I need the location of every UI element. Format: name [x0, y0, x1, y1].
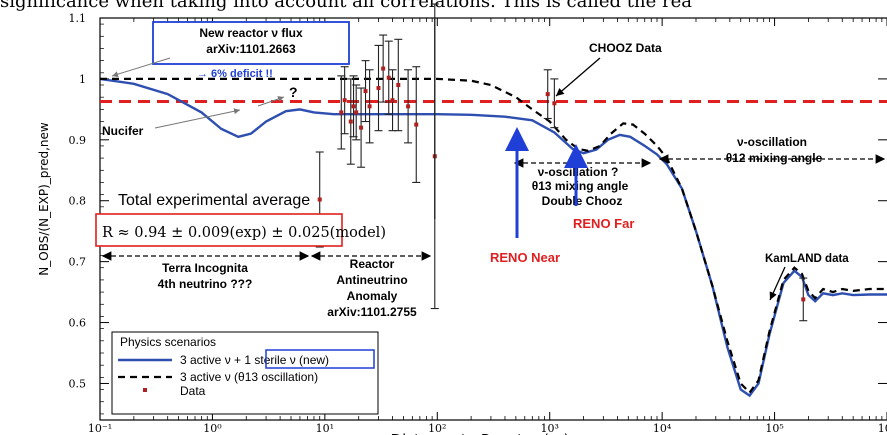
data-point	[545, 92, 550, 97]
raa-line2: Antineutrino	[336, 273, 407, 287]
data-point	[414, 122, 419, 127]
legend-swatch-data	[143, 388, 147, 392]
kamland-label: KamLAND data	[765, 253, 849, 265]
x-tick-label: 10⁶	[878, 422, 887, 435]
data-point	[363, 89, 368, 94]
reno-near-label: RENO Near	[490, 250, 560, 265]
question-mark: ?	[289, 84, 298, 100]
x-tick-label: 10⁵	[765, 422, 783, 435]
kamland-arrow	[769, 266, 786, 301]
sterile-neutrino-curve	[99, 77, 887, 398]
data-point	[396, 83, 401, 87]
data-point	[801, 297, 806, 302]
nucifer-label: Nucifer	[102, 124, 144, 138]
data-point	[406, 104, 411, 109]
theta13-line1: ν-oscillation ?	[538, 165, 619, 179]
legend-box	[111, 331, 379, 415]
data-point	[339, 110, 344, 115]
theta13-line3: Double Chooz	[542, 194, 623, 208]
x-tick-label: 10⁰	[203, 422, 222, 435]
legend-title: Physics scenarios	[120, 335, 216, 349]
nucifer-arrow	[154, 108, 241, 129]
x-tick-label: 10²	[428, 422, 446, 435]
data-point	[359, 125, 364, 130]
legend-entry-theta13: 3 active ν (θ13 oscillation)	[180, 370, 318, 384]
data-point	[390, 98, 395, 103]
r-formula: R ≈ 0.94 ± 0.009(exp) ± 0.025(model)	[102, 225, 386, 241]
legend-entry-sterile: 3 active ν + 1 sterile ν (new)	[180, 353, 329, 367]
top-caption: significance when taking into account al…	[0, 0, 692, 12]
x-tick-label: 10¹	[316, 422, 334, 435]
terra-line2: 4th neutrino ???	[158, 277, 253, 291]
data-point	[381, 66, 386, 71]
terra-line1: Terra Incognita	[162, 261, 248, 275]
y-tick-label: 0.9	[69, 134, 87, 147]
y-tick-label: 1.1	[69, 12, 87, 25]
chooz-arrow	[555, 57, 601, 97]
raa-line3: Anomaly	[347, 289, 398, 303]
data-point	[376, 86, 381, 91]
legend-sterile-highlight	[265, 349, 375, 369]
y-axis-label: N_OBS/(N_EXP)_pred,new	[37, 122, 51, 276]
question-arrow	[257, 96, 285, 107]
reno-far-label: RENO Far	[573, 216, 634, 231]
theta13-line2: θ13 mixing angle	[532, 179, 629, 193]
legend-entry-data: Data	[180, 384, 206, 398]
y-tick-label: 0.7	[69, 256, 87, 269]
data-point	[552, 101, 557, 106]
x-axis-label: Distance to Reactor (m)	[391, 431, 570, 435]
data-point	[351, 104, 356, 109]
y-tick-label: 0.8	[69, 195, 87, 208]
flux-box-line2: arXiv:1101.2663	[206, 42, 296, 56]
deficit-note: → 6% deficit !!	[197, 68, 273, 80]
raa-line1: Reactor	[350, 257, 395, 271]
data-point	[367, 104, 372, 109]
r-formula-box	[95, 213, 343, 247]
theta12-line1: ν-oscillation	[737, 135, 807, 149]
total-average-label: Total experimental average	[118, 192, 310, 209]
y-tick-label: 0.6	[69, 317, 87, 330]
y-tick-label: 1	[79, 73, 86, 86]
x-tick-label: 10³	[541, 422, 559, 435]
y-tick-label: 0.5	[69, 377, 87, 390]
flux-box-line1: New reactor ν flux	[199, 26, 303, 40]
chooz-label: CHOOZ Data	[589, 41, 662, 55]
theta12-line2: θ12 mixing angle	[726, 151, 823, 165]
x-tick-label: 10⁻¹	[88, 422, 112, 435]
flux-arrow	[111, 57, 171, 78]
data-point	[317, 197, 322, 202]
data-point	[348, 119, 353, 124]
data-point	[354, 110, 359, 115]
raa-line4: arXiv:1101.2755	[327, 305, 417, 319]
flux-box	[152, 21, 350, 65]
data-point	[386, 75, 391, 80]
data-point	[342, 98, 347, 103]
x-tick-label: 10⁴	[653, 422, 672, 435]
